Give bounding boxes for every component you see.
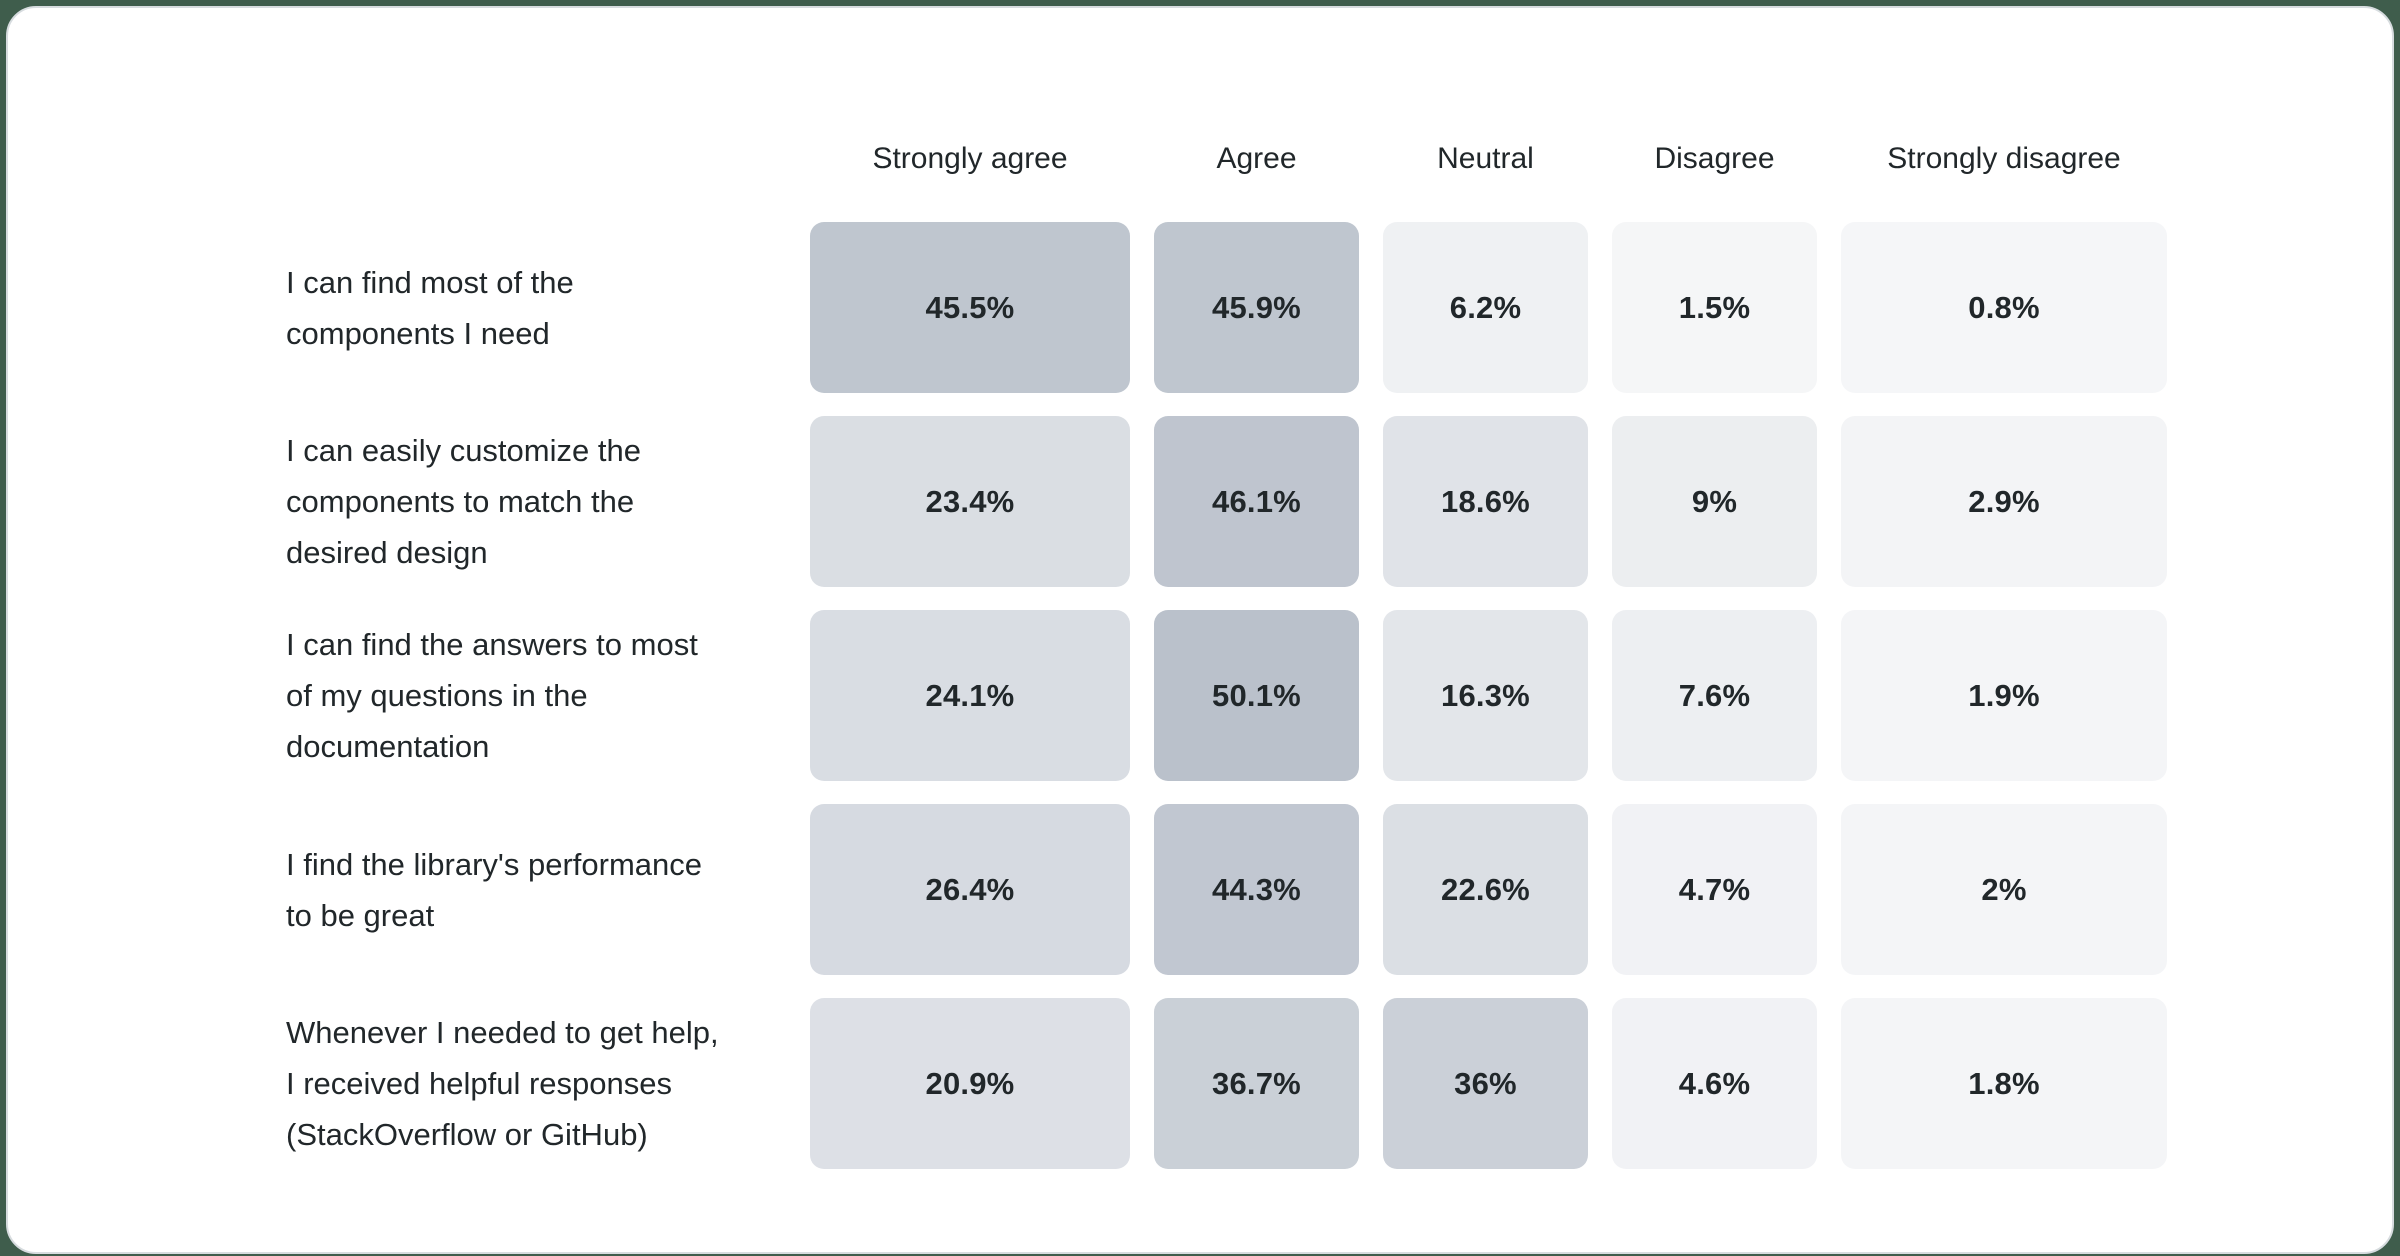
- heatmap-cell: 7.6%: [1612, 610, 1817, 781]
- row-label-line: I can find most of the: [286, 264, 574, 300]
- heatmap-cell: 23.4%: [810, 416, 1130, 587]
- heatmap-cell: 18.6%: [1383, 416, 1588, 587]
- heatmap-cell: 50.1%: [1154, 610, 1359, 781]
- heatmap-cell: 0.8%: [1841, 222, 2167, 393]
- row-label: I find the library's performance to be gr…: [286, 804, 786, 975]
- column-header-agree: Agree: [1216, 141, 1297, 175]
- heatmap-cell: 1.9%: [1841, 610, 2167, 781]
- row-label-line: Whenever I needed to get help,: [286, 1015, 719, 1050]
- row-label-line: to be great: [286, 897, 435, 933]
- row-label: I can easily customize the components to …: [286, 416, 786, 587]
- row-label-line: desired design: [286, 535, 488, 570]
- row-label-line: of my questions in the: [286, 678, 588, 713]
- column-header-neutral: Neutral: [1437, 141, 1534, 175]
- heatmap-cell: 44.3%: [1154, 804, 1359, 975]
- heatmap-cell: 4.6%: [1612, 998, 1817, 1169]
- row-label: Whenever I needed to get help, I received…: [286, 998, 786, 1169]
- row-label: I can find most of the components I need: [286, 222, 786, 393]
- heatmap-cell: 45.9%: [1154, 222, 1359, 393]
- heatmap-cell: 36.7%: [1154, 998, 1359, 1169]
- heatmap-cell: 45.5%: [810, 222, 1130, 393]
- heatmap-cell: 2%: [1841, 804, 2167, 975]
- heatmap-cell: 36%: [1383, 998, 1588, 1169]
- heatmap-cell: 22.6%: [1383, 804, 1588, 975]
- heatmap-cell: 2.9%: [1841, 416, 2167, 587]
- heatmap-cell: 1.8%: [1841, 998, 2167, 1169]
- heatmap-cell: 26.4%: [810, 804, 1130, 975]
- row-label-line: components to match the: [286, 484, 635, 519]
- heatmap-cell: 46.1%: [1154, 416, 1359, 587]
- heatmap-cell: 6.2%: [1383, 222, 1588, 393]
- heatmap-cell: 24.1%: [810, 610, 1130, 781]
- likert-heatmap-table: Strongly agree Agree Neutral Disagree Strong…: [286, 118, 2167, 1169]
- survey-results-card: Strongly agree Agree Neutral Disagree Strong…: [6, 6, 2394, 1254]
- heatmap-cell: 4.7%: [1612, 804, 1817, 975]
- column-header-strongly-disagree: Strongly disagree: [1887, 141, 2121, 175]
- row-label-line: I received helpful responses: [286, 1066, 673, 1101]
- row-label-line: components I need: [286, 315, 550, 351]
- row-label-line: I find the library's performance: [286, 846, 702, 882]
- column-header-disagree: Disagree: [1654, 141, 1775, 175]
- row-label-line: I can find the answers to most: [286, 627, 698, 662]
- row-label-line: documentation: [286, 729, 490, 764]
- heatmap-cell: 20.9%: [810, 998, 1130, 1169]
- row-label-line: I can easily customize the: [286, 433, 641, 468]
- heatmap-cell: 16.3%: [1383, 610, 1588, 781]
- row-label-line: (StackOverflow or GitHub): [286, 1117, 648, 1152]
- header-spacer: [286, 118, 786, 199]
- heatmap-cell: 1.5%: [1612, 222, 1817, 393]
- column-header-strongly-agree: Strongly agree: [872, 141, 1068, 175]
- row-label: I can find the answers to most of my ques…: [286, 610, 786, 781]
- heatmap-cell: 9%: [1612, 416, 1817, 587]
